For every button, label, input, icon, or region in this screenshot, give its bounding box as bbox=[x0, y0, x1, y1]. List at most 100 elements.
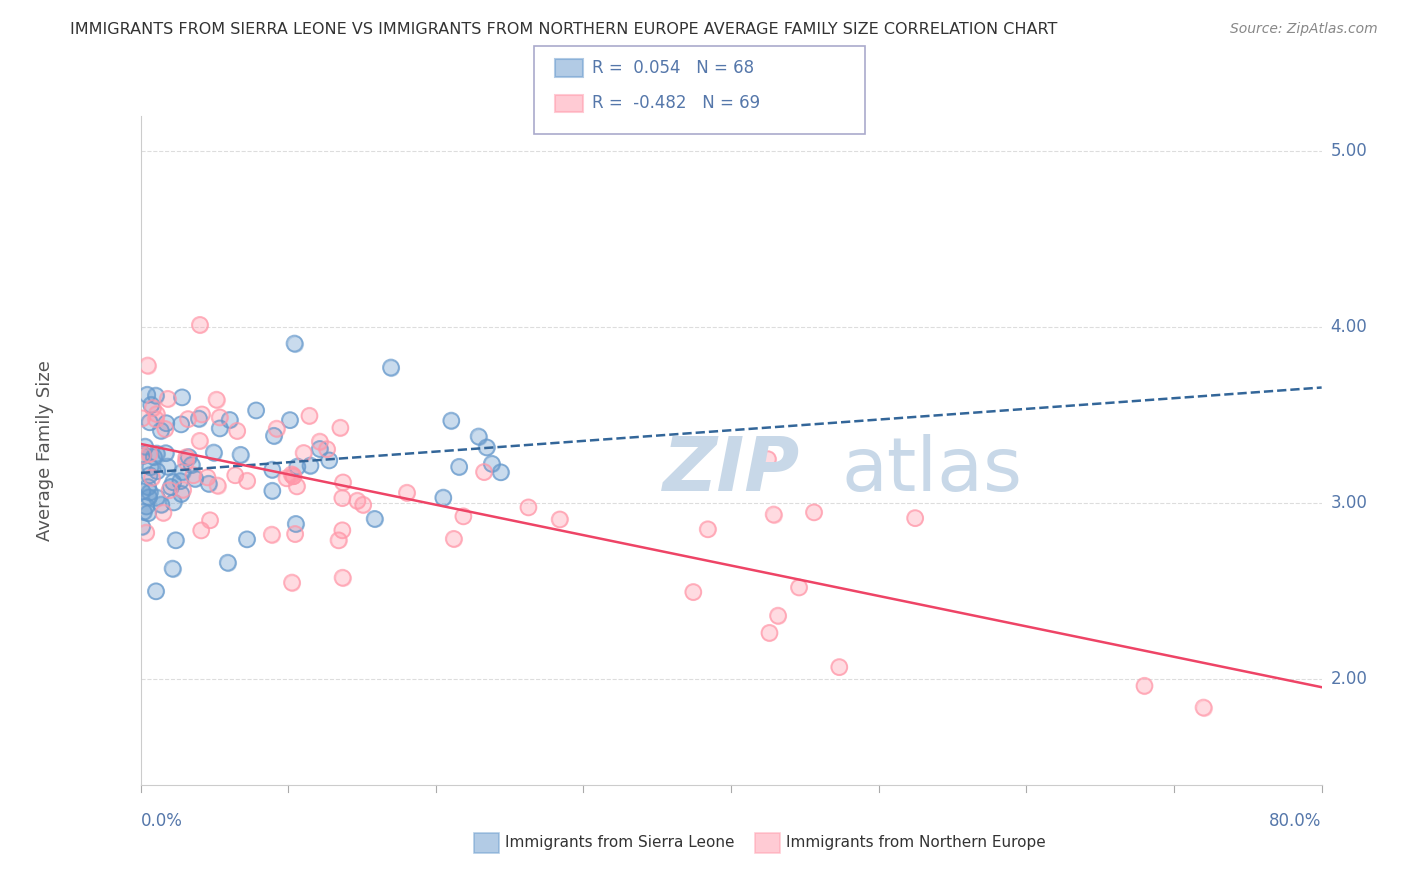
Point bbox=[205, 392, 228, 407]
Text: 3.00: 3.00 bbox=[1330, 494, 1368, 512]
Point bbox=[146, 464, 169, 478]
Point bbox=[489, 465, 512, 479]
Point bbox=[155, 416, 177, 430]
Point bbox=[352, 498, 374, 512]
Point bbox=[135, 525, 157, 540]
Point bbox=[266, 422, 288, 436]
Text: 4.00: 4.00 bbox=[1330, 318, 1367, 336]
Point bbox=[308, 434, 330, 449]
Point bbox=[766, 608, 789, 623]
Point bbox=[548, 512, 571, 526]
Point bbox=[180, 458, 202, 472]
Point bbox=[316, 442, 339, 457]
Point bbox=[138, 468, 160, 483]
Point bbox=[1133, 679, 1156, 693]
Point bbox=[141, 470, 163, 484]
Point bbox=[134, 440, 156, 454]
Point bbox=[145, 584, 167, 599]
Point bbox=[156, 392, 179, 406]
Point bbox=[150, 498, 173, 512]
Point bbox=[162, 561, 184, 575]
Point bbox=[278, 413, 301, 427]
Point bbox=[489, 465, 512, 479]
Point bbox=[136, 480, 159, 494]
Point bbox=[187, 411, 209, 425]
Point bbox=[131, 447, 153, 461]
Text: R =  0.054   N = 68: R = 0.054 N = 68 bbox=[592, 59, 754, 77]
Point bbox=[262, 463, 284, 477]
Point bbox=[172, 483, 194, 497]
Point bbox=[467, 429, 489, 443]
Text: Source: ZipAtlas.com: Source: ZipAtlas.com bbox=[1230, 22, 1378, 37]
Point bbox=[1192, 700, 1215, 714]
Point bbox=[188, 318, 211, 332]
Point bbox=[226, 424, 249, 438]
Point bbox=[145, 491, 167, 505]
Point bbox=[330, 523, 353, 537]
Text: 2.00: 2.00 bbox=[1330, 670, 1368, 689]
Text: 0.0%: 0.0% bbox=[141, 812, 183, 830]
Point bbox=[395, 485, 418, 500]
Point bbox=[245, 403, 267, 417]
Point bbox=[150, 498, 173, 512]
Point bbox=[284, 516, 307, 531]
Point bbox=[207, 478, 229, 492]
Point bbox=[188, 318, 211, 332]
Point bbox=[278, 413, 301, 427]
Point bbox=[263, 429, 285, 443]
Point bbox=[170, 487, 193, 501]
Point bbox=[449, 459, 471, 474]
Point bbox=[548, 512, 571, 526]
Point bbox=[159, 483, 181, 498]
Text: Immigrants from Sierra Leone: Immigrants from Sierra Leone bbox=[505, 836, 734, 850]
Point bbox=[318, 453, 340, 467]
Point bbox=[208, 421, 231, 435]
Point bbox=[395, 485, 418, 500]
Point bbox=[308, 442, 330, 456]
Point bbox=[475, 441, 498, 455]
Point bbox=[332, 475, 354, 490]
Point bbox=[187, 411, 209, 425]
Point bbox=[132, 505, 155, 519]
Point bbox=[449, 459, 471, 474]
Point bbox=[281, 575, 304, 590]
Point bbox=[174, 454, 197, 468]
Point bbox=[262, 483, 284, 498]
Point bbox=[149, 424, 172, 438]
Point bbox=[229, 448, 252, 462]
Point bbox=[245, 403, 267, 417]
Point bbox=[172, 483, 194, 497]
Point bbox=[284, 527, 307, 541]
Point bbox=[145, 389, 167, 403]
Point bbox=[682, 585, 704, 599]
Point bbox=[332, 475, 354, 490]
Point bbox=[432, 491, 454, 505]
Text: 5.00: 5.00 bbox=[1330, 142, 1367, 161]
Point bbox=[156, 392, 179, 406]
Point bbox=[197, 476, 219, 491]
Point bbox=[758, 625, 780, 640]
Point bbox=[135, 500, 157, 514]
Point bbox=[152, 506, 174, 520]
Text: Immigrants from Northern Europe: Immigrants from Northern Europe bbox=[786, 836, 1046, 850]
Point bbox=[262, 463, 284, 477]
Point bbox=[202, 445, 225, 459]
Point bbox=[218, 413, 240, 427]
Point bbox=[198, 513, 221, 527]
Point bbox=[283, 336, 305, 351]
Point bbox=[696, 522, 718, 536]
Point bbox=[136, 359, 159, 373]
Point bbox=[292, 446, 315, 460]
Point bbox=[218, 413, 240, 427]
Point bbox=[162, 475, 184, 490]
Point bbox=[155, 446, 177, 460]
Point bbox=[138, 485, 160, 500]
Point bbox=[177, 450, 200, 464]
Point bbox=[208, 410, 231, 425]
Point bbox=[170, 417, 193, 432]
Point bbox=[132, 449, 155, 463]
Point bbox=[177, 450, 200, 464]
Point bbox=[155, 416, 177, 430]
Point bbox=[380, 360, 402, 375]
Point bbox=[283, 469, 305, 483]
